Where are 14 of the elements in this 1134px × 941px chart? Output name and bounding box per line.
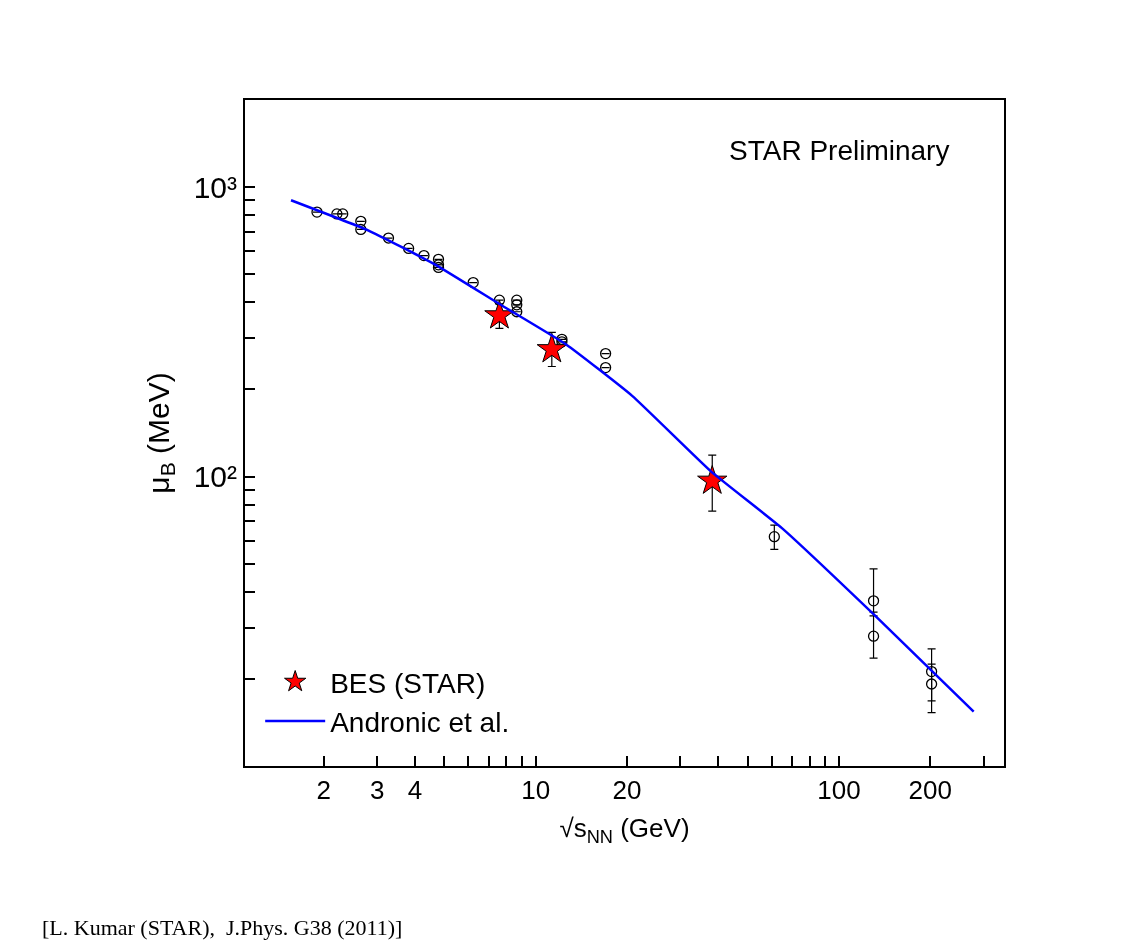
x-tick-label: 3 bbox=[369, 775, 385, 806]
text: [L. Kumar (STAR), J.Phys. G38 (2011)] bbox=[42, 915, 403, 940]
x-tick-label: 200 bbox=[908, 775, 952, 806]
x-tick-label: 4 bbox=[407, 775, 423, 806]
y-tick-label: 10² bbox=[193, 460, 238, 494]
x-axis-title: √s$_{NN}$ (GeV) bbox=[559, 813, 690, 847]
annotation: STAR Preliminary bbox=[729, 135, 950, 166]
x-tick-label: 2 bbox=[316, 775, 331, 806]
legend-label: BES (STAR) bbox=[330, 667, 486, 699]
x-tick-label: 10 bbox=[521, 775, 551, 806]
x-tick-label: 20 bbox=[612, 775, 642, 806]
legend-label: Andronic et al. bbox=[330, 707, 510, 739]
y-tick-label: 10³ bbox=[193, 170, 238, 204]
x-tick-label: 100 bbox=[817, 775, 861, 806]
